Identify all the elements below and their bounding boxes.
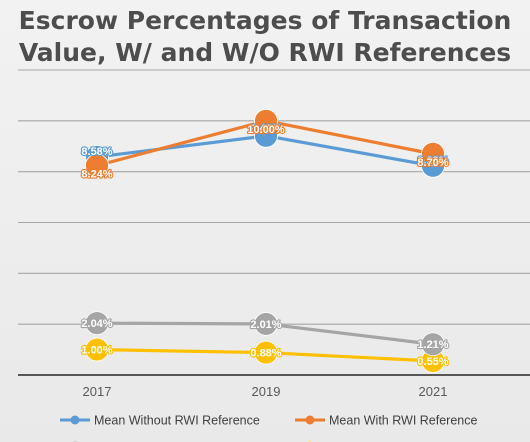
data-label: 2.04% — [81, 318, 112, 330]
x-tick-label: 2019 — [252, 384, 281, 399]
data-point-marker — [254, 108, 278, 133]
data-label: 9.41% — [250, 123, 281, 135]
data-point-marker — [85, 153, 109, 178]
data-point-marker — [85, 311, 109, 336]
legend-swatch-marker — [70, 415, 80, 425]
data-label: 2.01% — [250, 319, 281, 331]
data-label: 1.00% — [81, 345, 112, 357]
x-tick-label: 2017 — [83, 384, 112, 399]
chart-title-line: Value, W/ and W/O RWI References — [19, 38, 511, 67]
data-label: 8.23% — [417, 155, 448, 167]
data-label: 8.58% — [81, 146, 112, 158]
data-label: 8.70% — [417, 157, 448, 169]
legend-entry-label: Mean With RWI Reference — [329, 414, 477, 428]
legend-swatch-marker — [305, 415, 315, 425]
data-point-marker — [421, 332, 445, 357]
data-label: 0.88% — [250, 348, 281, 360]
data-point-marker — [85, 337, 109, 362]
data-point-marker — [254, 340, 278, 365]
legend-entry-label: Mean Without RWI Reference — [94, 414, 260, 428]
data-label: 8.24% — [81, 169, 112, 181]
x-tick-label: 2021 — [419, 384, 448, 399]
data-label: 0.55% — [417, 356, 448, 368]
chart-title-line: Escrow Percentages of Transaction — [19, 6, 512, 35]
data-point-marker — [254, 312, 278, 336]
data-point-marker — [421, 141, 445, 166]
data-label: 1.21% — [417, 339, 448, 351]
data-label: 10.00% — [247, 124, 285, 136]
